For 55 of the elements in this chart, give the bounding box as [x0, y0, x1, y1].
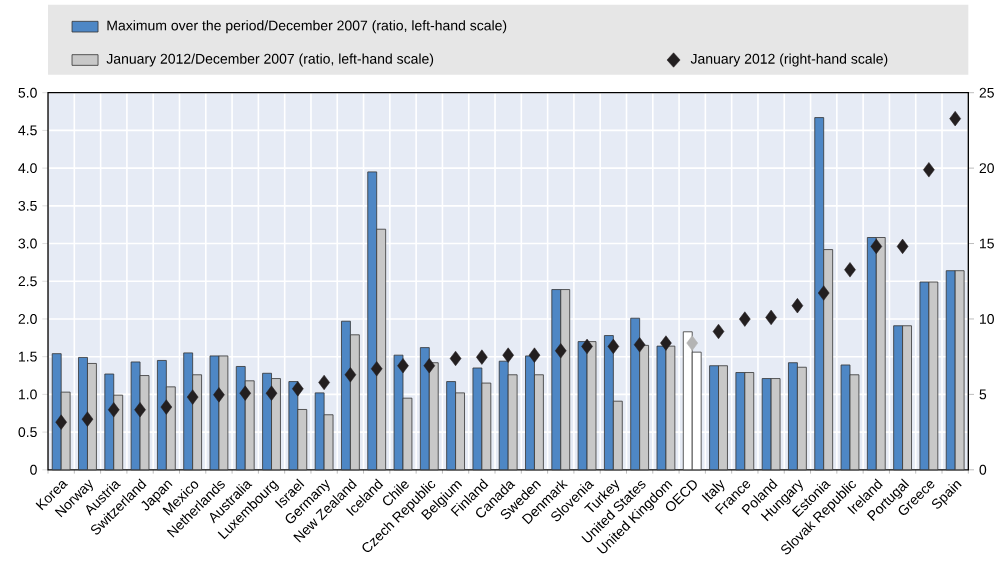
point: [160, 399, 173, 415]
point: [370, 361, 383, 377]
point: [449, 350, 462, 367]
point: [213, 387, 225, 403]
y2-tick-label: 15: [980, 238, 994, 249]
point: [107, 402, 120, 418]
y2-tick-label: 0: [979, 464, 987, 475]
point: [581, 338, 593, 355]
y-tick-label: 3.0: [18, 238, 37, 249]
point: [81, 411, 94, 427]
legend-label: Maximum over the period/December 2007 (ratio, left-hand scale): [107, 20, 507, 34]
point: [55, 414, 67, 430]
y-tick-label: 5.0: [18, 87, 37, 98]
point: [686, 335, 698, 351]
point: [739, 311, 751, 327]
point: [397, 358, 409, 374]
point: [949, 111, 961, 127]
y-tick-label: 2.5: [18, 276, 37, 287]
y-tick-label: 1.0: [19, 389, 37, 400]
point: [292, 381, 304, 397]
point: [817, 285, 830, 301]
y-tick-label: 3.5: [18, 200, 37, 211]
y-tick-label: 0.5: [18, 427, 37, 438]
point: [134, 402, 146, 418]
y2-tick-label: 10: [980, 314, 994, 325]
y-tick-label: 1.5: [19, 351, 37, 362]
point: [528, 347, 541, 363]
point: [186, 389, 199, 405]
point: [633, 337, 646, 353]
point: [923, 162, 935, 178]
y2-tick-label: 25: [979, 87, 994, 98]
point: [791, 298, 804, 314]
point: [660, 335, 672, 351]
legend-label: January 2012/December 2007 (ratio, left-hand scale): [106, 53, 434, 67]
y-tick-label: 2.0: [18, 314, 37, 325]
legend-label: January 2012 (right-hand scale): [690, 53, 888, 67]
point: [896, 238, 909, 255]
point: [344, 367, 357, 383]
point: [265, 385, 278, 401]
point: [476, 349, 488, 365]
y2-tick-label: 20: [979, 163, 994, 174]
y-tick-label: 4.5: [18, 125, 37, 136]
point: [423, 358, 436, 374]
point: [318, 374, 330, 391]
y-tick-label: 4.0: [18, 163, 37, 174]
point: [712, 323, 725, 340]
point: [554, 343, 567, 359]
point: [502, 347, 514, 363]
point: [870, 238, 883, 255]
point: [844, 262, 856, 278]
point: [607, 338, 620, 355]
point: [765, 309, 777, 326]
y2-tick-label: 5: [979, 389, 987, 400]
y-tick-label: 0: [30, 464, 37, 475]
point: [239, 385, 251, 401]
